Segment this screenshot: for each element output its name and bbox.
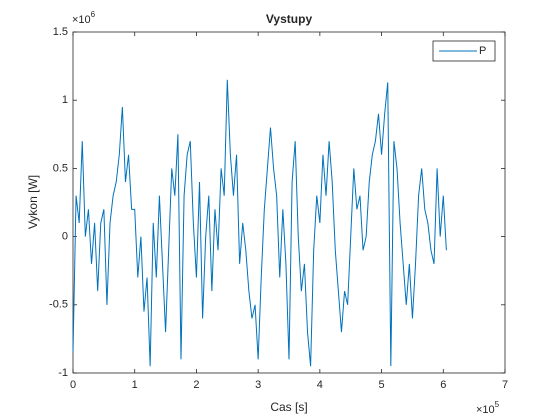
axes-box <box>72 31 506 374</box>
legend-box <box>432 40 496 62</box>
y-exponent-power: 6 <box>91 10 96 19</box>
y-tick-label: -0.5 <box>49 299 68 311</box>
x-tick-label: 6 <box>440 379 446 391</box>
y-tick-label: 1 <box>62 94 68 106</box>
x-tick-label: 2 <box>193 379 199 391</box>
x-exponent-base: ×10 <box>476 404 495 416</box>
x-exponent: ×105 <box>476 400 500 416</box>
series-line <box>72 79 447 367</box>
x-tick-label: 4 <box>317 379 323 391</box>
x-tick-label: 0 <box>70 379 76 391</box>
y-tick-label: 0 <box>62 231 68 243</box>
x-tick-label: 7 <box>502 379 508 391</box>
x-tick-label: 1 <box>132 379 138 391</box>
y-exponent-base: ×10 <box>72 14 91 26</box>
x-exponent-power: 5 <box>495 400 500 409</box>
y-tick-label: 0.5 <box>53 162 68 174</box>
legend-label: P <box>479 45 486 57</box>
x-axis-label: Cas [s] <box>270 400 307 414</box>
y-axis-label: Vykon [W] <box>26 175 40 229</box>
y-exponent: ×106 <box>72 10 96 26</box>
chart-title: Vystupy <box>266 12 313 26</box>
x-tick-label: 5 <box>379 379 385 391</box>
y-tick-label: -1 <box>58 367 68 379</box>
y-tick-label: 1.5 <box>53 26 68 38</box>
x-tick-label: 3 <box>255 379 261 391</box>
